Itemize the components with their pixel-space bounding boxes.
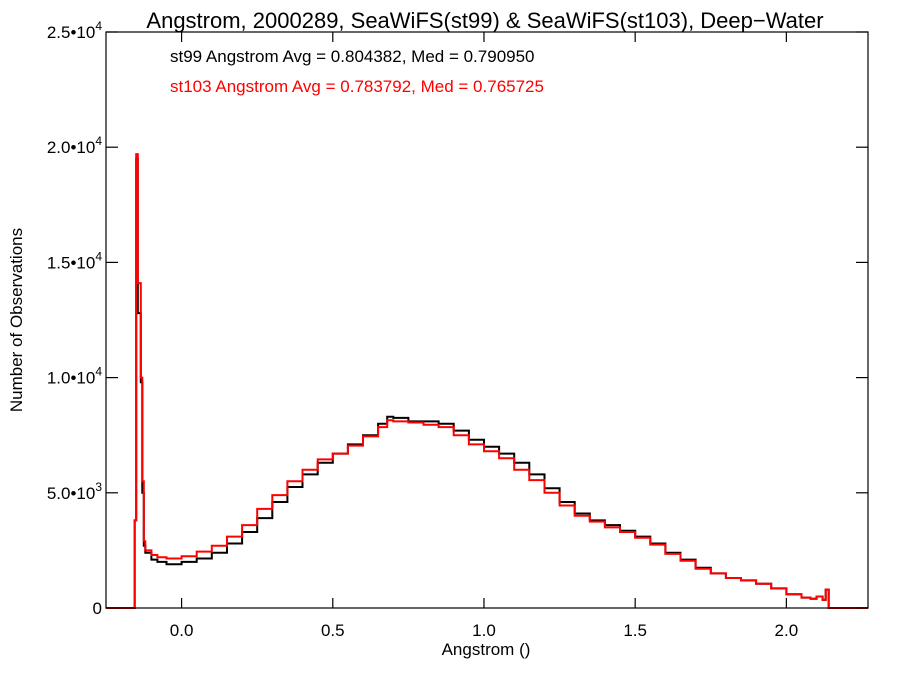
chart-title: Angstrom, 2000289, SeaWiFS(st99) & SeaWi…	[146, 8, 823, 33]
y-tick-label: 2.0•104	[47, 134, 103, 157]
y-tick-label: 2.5•104	[47, 19, 103, 42]
x-axis-label: Angstrom ()	[442, 640, 531, 659]
series-line-1	[106, 153, 868, 609]
y-tick-label: 0	[93, 599, 102, 618]
x-tick-label: 0.0	[170, 621, 194, 640]
y-tick-label: 5.0•103	[47, 480, 103, 503]
x-tick-label: 1.5	[623, 621, 647, 640]
y-tick-label: 1.0•104	[47, 365, 103, 388]
series-layer	[106, 153, 868, 609]
y-axis-label: Number of Observations	[7, 228, 26, 412]
annotation-st99: st99 Angstrom Avg = 0.804382, Med = 0.79…	[170, 47, 535, 66]
x-tick-label: 0.5	[321, 621, 345, 640]
plot-frame	[105, 31, 869, 609]
ticks-layer	[106, 31, 868, 609]
x-tick-label: 2.0	[775, 621, 799, 640]
tick-labels-layer: 0.0 0.5 1.0 1.5 2.0 0 5.0•103 1.0•104 1.5•104 2.0…	[47, 19, 798, 640]
annotation-st103: st103 Angstrom Avg = 0.783792, Med = 0.7…	[170, 77, 544, 96]
y-tick-label: 1.5•104	[47, 249, 103, 272]
x-tick-label: 1.0	[472, 621, 496, 640]
